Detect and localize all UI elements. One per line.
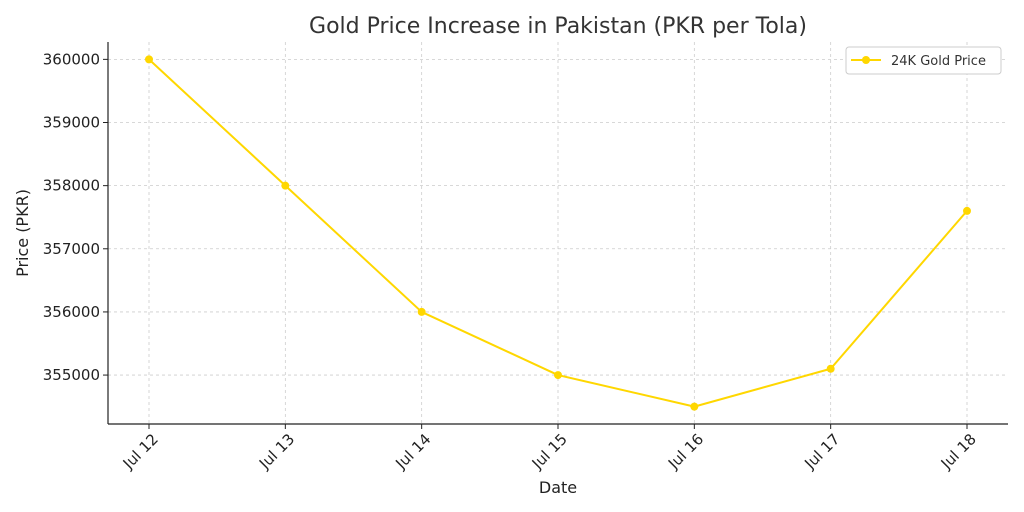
data-point — [554, 371, 562, 380]
chart-title: Gold Price Increase in Pakistan (PKR per… — [309, 14, 807, 39]
y-tick-label: 357000 — [43, 240, 100, 258]
data-point — [145, 55, 153, 64]
series — [145, 55, 971, 411]
data-point — [281, 181, 290, 190]
x-tick-label: Jul 12 — [119, 430, 162, 473]
x-tick-label: Jul 14 — [391, 430, 434, 473]
y-axis-label: Price (PKR) — [13, 189, 32, 277]
x-tick-label: Jul 16 — [664, 430, 707, 473]
y-tick-label: 358000 — [43, 177, 100, 195]
x-tick-label: Jul 18 — [937, 430, 980, 473]
data-point — [963, 206, 971, 215]
data-point — [690, 402, 699, 411]
x-tick-label: Jul 15 — [528, 430, 571, 473]
data-point — [826, 364, 835, 373]
x-axis-label: Date — [539, 478, 577, 497]
legend-label: 24K Gold Price — [891, 54, 986, 69]
legend-box — [845, 46, 1002, 75]
x-tick-label: Jul 13 — [255, 430, 298, 473]
y-tick-label: 360000 — [43, 50, 100, 68]
y-tick-label: 359000 — [43, 114, 100, 132]
y-tick-label: 355000 — [43, 366, 100, 384]
grid — [108, 42, 1008, 424]
axes: Jul 12 Jul 13 Jul 14 Jul 15 Jul 16 Jul 17 Jul … — [43, 42, 1008, 473]
legend: 24K Gold Price — [845, 46, 1002, 75]
legend-marker-swatch — [862, 56, 870, 64]
data-point — [417, 307, 426, 316]
x-tick-label: Jul 17 — [800, 430, 843, 473]
y-tick-label: 356000 — [43, 303, 100, 321]
